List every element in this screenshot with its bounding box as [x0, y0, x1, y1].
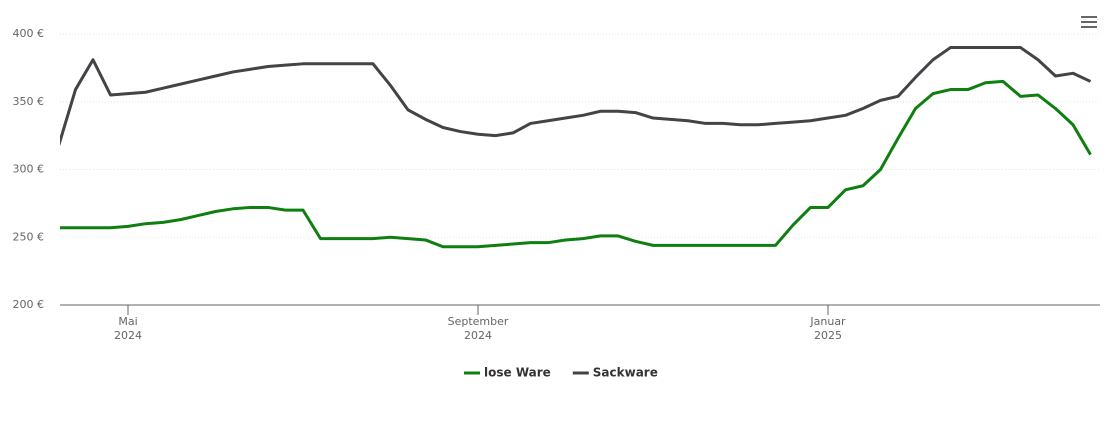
y-tick-label: 350 € — [13, 95, 45, 108]
series — [60, 79, 1092, 249]
x-tick-label: September 2024 — [448, 315, 509, 342]
x-tick-label-line: Januar — [809, 315, 846, 328]
y-tick-label: 200 € — [13, 298, 45, 311]
series-line — [60, 46, 1092, 147]
menu-button[interactable] — [1080, 15, 1098, 31]
legend-text: Sackware — [593, 366, 658, 380]
y-tick-label: 250 € — [13, 230, 45, 243]
x-tick-label-line: Mai — [118, 315, 137, 328]
x-tick-label: Mai 2024 — [114, 315, 142, 342]
x-tick-label-line: 2024 — [464, 329, 492, 342]
x-tick-label-line: 2024 — [114, 329, 142, 342]
series — [60, 46, 1092, 147]
x-tick-label-line: September — [448, 315, 509, 328]
legend-item[interactable]: lose Ware — [464, 366, 551, 380]
y-tick-label: 300 € — [13, 163, 45, 176]
legend-item[interactable]: Sackware — [572, 366, 658, 380]
y-tick-label: 400 € — [13, 27, 45, 40]
x-tick-label-line: 2025 — [814, 329, 842, 342]
series-line — [60, 79, 1092, 249]
x-tick-label: Januar 2025 — [809, 315, 846, 342]
legend-text: lose Ware — [484, 366, 551, 380]
